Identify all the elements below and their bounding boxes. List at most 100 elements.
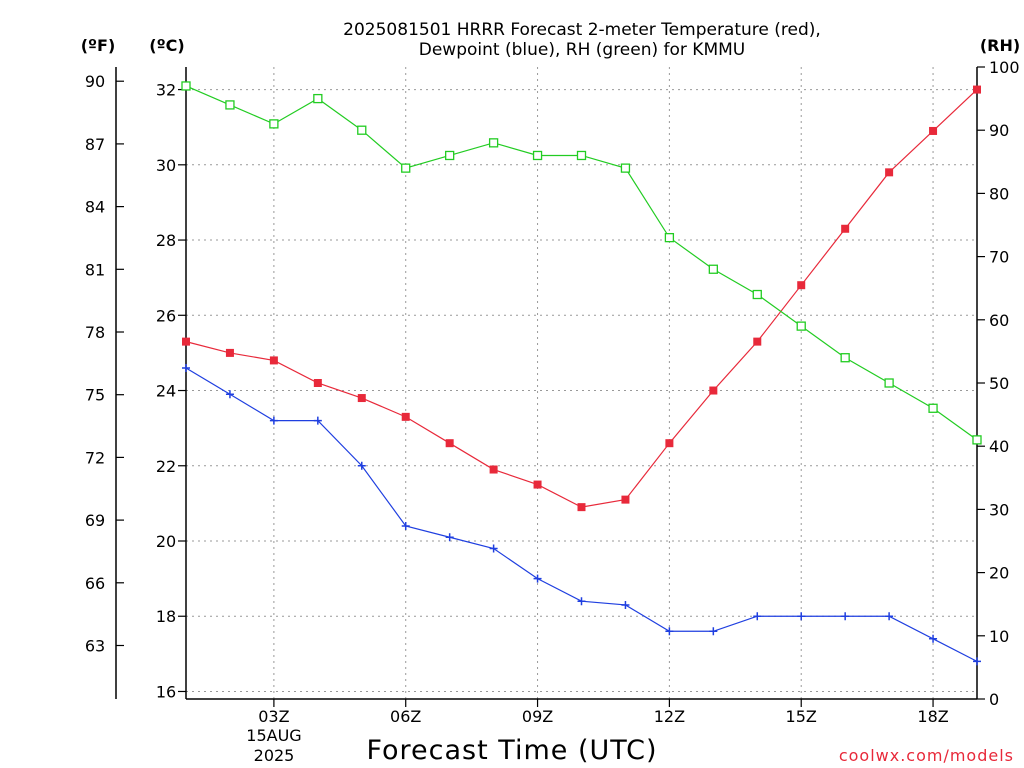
rh-tick-label: 40 bbox=[989, 437, 1009, 456]
series-rh-group bbox=[181, 81, 982, 445]
series-temperature-group bbox=[182, 85, 981, 512]
dewpoint-point bbox=[577, 597, 586, 606]
fahrenheit-tick-label: 84 bbox=[85, 198, 105, 217]
rh-point bbox=[928, 403, 938, 413]
temperature-point bbox=[533, 480, 542, 489]
rh-tick-label: 30 bbox=[989, 500, 1009, 519]
temperature-point bbox=[357, 394, 366, 403]
dewpoint-point bbox=[709, 627, 718, 636]
temperature-point bbox=[313, 379, 322, 387]
dewpoint-point bbox=[533, 574, 542, 583]
dewpoint-point bbox=[665, 627, 674, 636]
rh-tick-label: 20 bbox=[989, 564, 1009, 583]
x-tick-label: 06Z bbox=[390, 707, 421, 726]
series-layer bbox=[181, 81, 982, 666]
rh-point bbox=[225, 100, 235, 110]
dewpoint-point bbox=[225, 390, 234, 399]
rh-point bbox=[708, 264, 718, 274]
x-tick-label: 18Z bbox=[917, 707, 948, 726]
rh-point bbox=[972, 435, 982, 445]
temperature-point bbox=[709, 386, 718, 395]
celsius-tick-label: 18 bbox=[156, 607, 176, 626]
fahrenheit-tick-label: 90 bbox=[85, 72, 105, 91]
dewpoint-point bbox=[401, 521, 410, 530]
rh-tick-label: 80 bbox=[989, 184, 1009, 203]
dewpoint-point bbox=[313, 416, 322, 425]
celsius-tick-label: 26 bbox=[156, 306, 176, 325]
celsius-tick-label: 28 bbox=[156, 231, 176, 250]
temperature-point bbox=[269, 356, 278, 365]
temperature-point bbox=[489, 465, 498, 474]
temperature-point bbox=[401, 412, 410, 421]
rh-tick-label: 0 bbox=[989, 690, 999, 709]
temperature-point bbox=[753, 337, 762, 346]
rh-point bbox=[796, 321, 806, 331]
dewpoint-point bbox=[797, 612, 806, 621]
rh-tick-label: 50 bbox=[989, 374, 1009, 393]
temperature-point bbox=[841, 224, 850, 233]
dewpoint-point bbox=[445, 533, 454, 542]
rh-point bbox=[357, 125, 367, 135]
temperature-point bbox=[577, 503, 586, 512]
rh-point bbox=[445, 150, 455, 161]
rh-point bbox=[269, 119, 279, 129]
date-label-year: 2025 bbox=[254, 746, 295, 765]
dewpoint-point bbox=[929, 634, 938, 643]
x-tick-label: 15Z bbox=[786, 707, 817, 726]
series-dewpoint-group bbox=[182, 363, 981, 666]
x-tick-label: 12Z bbox=[654, 707, 685, 726]
fahrenheit-tick-label: 66 bbox=[85, 574, 105, 593]
fahrenheit-tick-label: 72 bbox=[85, 448, 105, 467]
dewpoint-point bbox=[841, 612, 850, 621]
rh-point bbox=[664, 232, 675, 243]
rh-point bbox=[181, 81, 191, 91]
fahrenheit-tick-label: 63 bbox=[85, 636, 105, 655]
credit-text: coolwx.com/models bbox=[839, 746, 1014, 765]
rh-point bbox=[488, 138, 499, 148]
dewpoint-point bbox=[489, 544, 498, 553]
temperature-point bbox=[182, 337, 190, 346]
x-tick-label: 03Z bbox=[258, 707, 289, 726]
dewpoint-point bbox=[621, 600, 630, 609]
rh-point bbox=[620, 163, 631, 173]
temperature-point bbox=[445, 439, 454, 448]
axes-layer: 16 18 20 22 24 26 28 30 32 63 66 69 72 75 78 81 84 87 90 0 1… bbox=[85, 58, 1020, 726]
fahrenheit-unit-label: (ºF) bbox=[81, 36, 116, 55]
fahrenheit-tick-label: 87 bbox=[85, 135, 105, 154]
temperature-point bbox=[621, 495, 630, 504]
date-label-day: 15AUG bbox=[246, 726, 301, 745]
rh-point bbox=[752, 289, 762, 300]
temperature-point bbox=[225, 348, 234, 357]
x-tick-label: 09Z bbox=[522, 707, 553, 726]
dewpoint-point bbox=[753, 612, 762, 621]
rh-tick-label: 90 bbox=[989, 121, 1009, 140]
rh-tick-label: 60 bbox=[989, 311, 1009, 330]
dewpoint-point bbox=[885, 612, 894, 621]
temperature-point bbox=[797, 281, 806, 290]
dewpoint-point bbox=[182, 363, 190, 372]
series-rh-line bbox=[185, 85, 978, 441]
dewpoint-point bbox=[973, 657, 981, 666]
rh-tick-label: 10 bbox=[989, 627, 1009, 646]
celsius-tick-label: 22 bbox=[156, 457, 176, 476]
chart-title-line-1: 2025081501 HRRR Forecast 2-meter Tempera… bbox=[343, 20, 821, 40]
temperature-point bbox=[665, 439, 674, 448]
rh-tick-label: 100 bbox=[989, 58, 1020, 77]
rh-point bbox=[840, 353, 850, 363]
chart-title-line-2: Dewpoint (blue), RH (green) for KMMU bbox=[419, 40, 746, 60]
fahrenheit-tick-label: 69 bbox=[85, 511, 105, 530]
fahrenheit-tick-label: 75 bbox=[85, 386, 105, 405]
celsius-tick-label: 20 bbox=[156, 532, 176, 551]
celsius-tick-label: 30 bbox=[156, 156, 176, 175]
rh-point bbox=[401, 163, 411, 173]
series-dewpoint-line bbox=[185, 367, 978, 662]
rh-point bbox=[884, 378, 894, 388]
rh-point bbox=[576, 150, 587, 161]
dewpoint-point bbox=[357, 461, 366, 470]
fahrenheit-tick-label: 78 bbox=[85, 323, 105, 342]
celsius-tick-label: 24 bbox=[156, 382, 176, 401]
rh-point bbox=[313, 93, 323, 104]
x-axis-label: Forecast Time (UTC) bbox=[366, 735, 657, 766]
rh-tick-label: 70 bbox=[989, 248, 1009, 267]
dewpoint-point bbox=[269, 416, 278, 425]
